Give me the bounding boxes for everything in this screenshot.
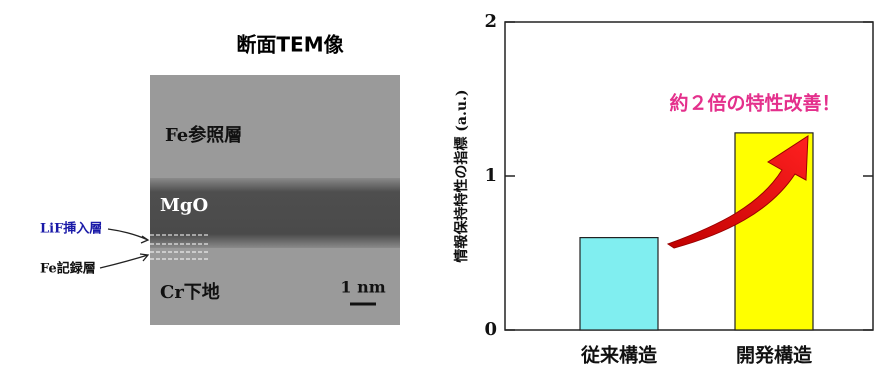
layer-label: LiF挿入層: [40, 221, 102, 237]
y-tick-label: 0: [484, 319, 497, 340]
figure: 断面TEM像 Fe参照層 MgO Cr下地 1 nm LiF挿入層 Fe記録層 …: [0, 0, 881, 367]
layer-label: Fe参照層: [165, 124, 242, 146]
y-tick-label: 1: [484, 165, 497, 186]
scale-label: 1 nm: [340, 278, 385, 297]
y-axis-label: 情報保持特性の指標 (a.u.): [453, 89, 470, 262]
layer-label: Fe記録層: [40, 261, 96, 277]
x-tick-label: 従来構造: [580, 344, 658, 367]
y-tick-label: 2: [484, 11, 497, 32]
pointer: [100, 229, 148, 268]
layer-label: Cr下地: [160, 281, 220, 303]
annotation: 約２倍の特性改善！: [669, 92, 840, 115]
x-tick-label: 開発構造: [736, 344, 813, 367]
tem-title: 断面TEM像: [236, 33, 344, 57]
bar: [580, 238, 658, 330]
layer-label: MgO: [160, 195, 208, 216]
plot-frame: [505, 22, 873, 330]
